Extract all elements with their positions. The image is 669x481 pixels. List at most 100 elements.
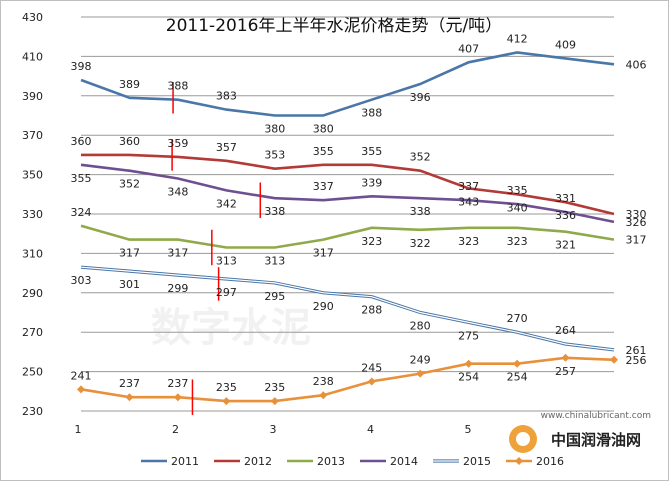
logo-url: www.chinalubricant.com [541,411,651,421]
data-label-2011: 380 [313,123,334,136]
data-label-2012: 343 [458,195,479,208]
data-label-2012: 330 [626,208,647,221]
y-tick-label: 370 [22,129,43,142]
data-label-2012: 340 [507,201,528,214]
data-label-2012: 360 [71,135,92,148]
data-label-2014: 337 [458,180,479,193]
data-label-2015: 297 [216,286,237,299]
y-tick-label: 330 [22,208,43,221]
legend-label-2011: 2011 [171,455,199,468]
data-label-2015: 264 [555,324,576,337]
data-label-2011: 396 [410,91,431,104]
y-tick-label: 250 [22,366,43,379]
legend-label-2016: 2016 [536,455,564,468]
data-label-2011: 383 [216,90,237,103]
data-point-2016 [610,355,618,364]
legend-label-2012: 2012 [244,455,272,468]
data-label-2011: 398 [71,60,92,73]
data-label-2015: 270 [507,312,528,325]
legend-label-2014: 2014 [390,455,418,468]
data-point-2016 [367,377,376,386]
y-tick-label: 230 [22,405,43,418]
data-label-2016: 257 [555,365,576,378]
logo-name: 中国润滑油网 [551,431,641,449]
data-labels: 398 389 388 383 380 380 388 396 407 412 409 406 360 3… [71,32,647,394]
data-point-2016 [125,393,134,402]
data-point-2016 [561,353,570,362]
data-label-2015: 295 [264,290,285,303]
series-line-inner-2015 [80,266,615,351]
data-label-2015: 303 [71,274,92,287]
data-label-2014: 352 [119,178,140,191]
x-tick-label: 2 [172,423,179,436]
data-label-2014: 338 [410,205,431,218]
legend: 2011 2012 2013 2014 2015 2016 [141,455,564,468]
data-label-2014: 337 [313,180,334,193]
data-label-2016: 238 [313,375,334,388]
data-label-2013: 317 [313,247,334,260]
y-tick-label: 310 [22,247,43,260]
data-label-2013: 324 [71,206,92,219]
data-label-2011: 380 [264,123,285,136]
data-label-2011: 407 [458,42,479,55]
data-label-2013: 317 [626,234,647,247]
data-label-2013: 323 [458,235,479,248]
data-label-2012: 353 [264,149,285,162]
legend-label-2013: 2013 [317,455,345,468]
series-line-2011 [80,51,615,117]
data-label-2015: 299 [167,282,188,295]
logo-drop-icon [516,432,530,446]
data-label-2016: 256 [626,354,647,367]
data-label-2016: 235 [264,381,285,394]
data-label-2013: 317 [167,247,188,260]
series-lines [77,51,618,406]
y-tick-label: 410 [22,50,43,63]
data-label-2012: 355 [361,145,382,158]
series-line-2012 [81,153,615,216]
data-label-2011: 388 [361,107,382,120]
data-label-2013: 323 [507,235,528,248]
data-label-2016: 235 [216,381,237,394]
chart-title: 2011-2016年上半年水泥价格走势（元/吨） [166,16,502,36]
x-tick-label: 3 [270,423,277,436]
data-label-2016: 254 [458,371,479,384]
data-point-2016 [513,359,522,368]
data-label-2015: 275 [458,329,479,342]
data-label-2016: 241 [71,369,92,382]
data-label-2011: 409 [555,38,576,51]
data-label-2013: 313 [264,254,285,267]
data-label-2016: 245 [361,361,382,374]
data-label-2014: 335 [507,184,528,197]
data-label-2012: 360 [119,135,140,148]
series-line-2013 [80,224,615,249]
x-tick-label: 4 [367,423,374,436]
legend-marker-2016 [515,457,523,465]
data-label-2012: 336 [555,209,576,222]
y-tick-label: 390 [22,90,43,103]
red-markers [171,82,262,415]
watermark-text: 数字水泥 [151,305,311,351]
data-point-2016 [270,397,279,406]
site-logo: www.chinalubricant.com 中国润滑油网 [509,411,651,453]
data-label-2013: 321 [555,239,576,252]
y-tick-label: 290 [22,287,43,300]
data-label-2012: 359 [167,137,188,150]
data-label-2016: 254 [507,371,528,384]
data-point-2016 [416,369,425,378]
data-label-2014: 339 [361,176,382,189]
x-tick-label: 1 [75,423,82,436]
data-label-2015: 261 [626,344,647,357]
data-label-2014: 331 [555,192,576,205]
data-label-2014: 326 [626,216,647,229]
data-label-2015: 301 [119,278,140,291]
data-label-2013: 323 [361,235,382,248]
data-label-2014: 338 [264,205,285,218]
data-label-2012: 357 [216,141,237,154]
gridlines [81,16,614,412]
data-label-2015: 280 [410,320,431,333]
data-point-2016 [464,359,473,368]
data-label-2013: 313 [216,254,237,267]
data-label-2016: 237 [167,377,188,390]
series-line-2016 [80,356,615,403]
